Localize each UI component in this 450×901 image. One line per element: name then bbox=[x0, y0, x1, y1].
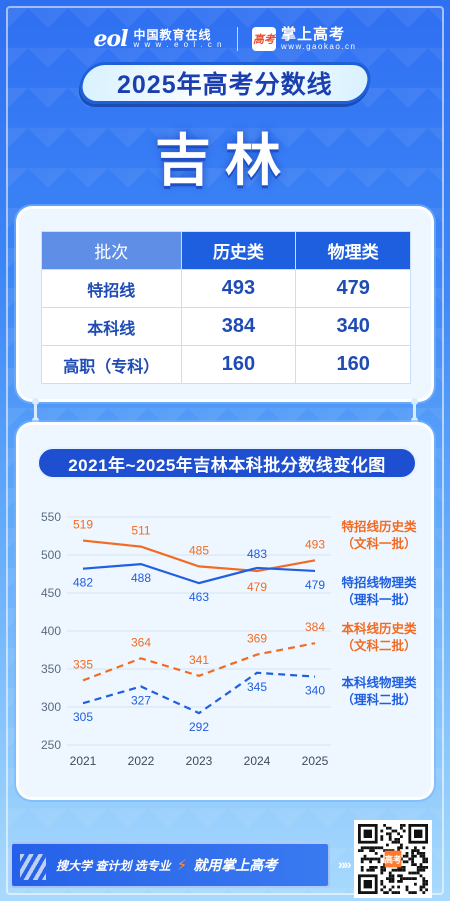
data-label: 493 bbox=[305, 537, 325, 551]
physics-score: 160 bbox=[295, 345, 411, 384]
series-subtitle: （文科二批） bbox=[341, 638, 416, 653]
series-subtitle: （文科一批） bbox=[341, 536, 416, 551]
data-label: 519 bbox=[73, 518, 93, 532]
gaokao-badge-icon: 高考 bbox=[251, 26, 276, 51]
history-score: 384 bbox=[180, 307, 297, 346]
table-row: 本科线 384 340 bbox=[41, 307, 411, 346]
logo-divider bbox=[236, 27, 238, 51]
data-label: 479 bbox=[305, 578, 325, 592]
series-line bbox=[82, 642, 316, 682]
series-subtitle: （理科一批） bbox=[341, 592, 416, 607]
eol-url: w w w . e o l . c n bbox=[133, 40, 223, 50]
y-tick-label: 450 bbox=[41, 586, 61, 600]
title-banner: 2025年高考分数线 bbox=[75, 62, 375, 104]
qr-code-icon: 高考 bbox=[358, 824, 428, 894]
data-label: 369 bbox=[247, 632, 267, 646]
data-label: 292 bbox=[189, 720, 209, 734]
data-label: 364 bbox=[131, 635, 151, 649]
line-chart: 250 300 350 400 450 500 550 2021 2022 2023 2024 202… bbox=[41, 510, 417, 768]
y-tick-label: 400 bbox=[41, 624, 61, 638]
card-connector bbox=[32, 398, 39, 424]
physics-score: 340 bbox=[295, 307, 411, 346]
series-name: 本科线历史类 bbox=[341, 621, 417, 636]
footer-bar[interactable]: 搜大学 查计划 选专业 ⚡ 就用掌上高考 bbox=[10, 842, 330, 888]
data-label: 488 bbox=[131, 571, 151, 585]
data-label: 384 bbox=[305, 620, 325, 634]
footer-cta: 就用掌上高考 bbox=[193, 857, 278, 873]
header-logos: eol 中国教育在线 w w w . e o l . c n 高考 掌上高考 w… bbox=[0, 26, 450, 52]
x-tick-label: 2025 bbox=[302, 754, 329, 768]
y-tick-label: 550 bbox=[41, 510, 61, 524]
series-line bbox=[82, 671, 316, 715]
data-label: 335 bbox=[73, 657, 93, 671]
x-tick-label: 2021 bbox=[70, 754, 97, 768]
x-tick-label: 2023 bbox=[186, 754, 213, 768]
chart-title: 2021年~2025年吉林本科批分数线变化图 bbox=[37, 447, 417, 479]
gaokao-name: 掌上高考 bbox=[280, 25, 345, 43]
series-subtitle: （理科二批） bbox=[341, 692, 416, 707]
score-table: 批次 历史类 物理类 特招线 493 479 本科线 384 340 高职（专科… bbox=[41, 231, 411, 384]
header-history: 历史类 bbox=[180, 231, 297, 270]
series-line bbox=[82, 539, 316, 573]
data-label: 341 bbox=[189, 653, 209, 667]
eol-name: 中国教育在线 bbox=[133, 27, 212, 42]
physics-score: 479 bbox=[295, 269, 411, 308]
row-label: 本科线 bbox=[41, 307, 182, 346]
table-header-row: 批次 历史类 物理类 bbox=[41, 231, 411, 270]
stripe-decoration bbox=[20, 854, 46, 880]
row-label: 特招线 bbox=[41, 269, 182, 308]
svg-text:高考: 高考 bbox=[385, 855, 402, 865]
data-label: 511 bbox=[131, 524, 150, 538]
page-title: 2025年高考分数线 bbox=[117, 71, 333, 99]
footer-slogan: 搜大学 查计划 选专业 bbox=[56, 858, 171, 873]
header-physics: 物理类 bbox=[295, 231, 411, 270]
data-label: 479 bbox=[247, 580, 267, 594]
eol-logo[interactable]: eol 中国教育在线 w w w . e o l . c n bbox=[94, 26, 223, 52]
series-line bbox=[82, 563, 316, 585]
header-batch: 批次 bbox=[41, 231, 182, 270]
gaokao-url: www.gaokao.cn bbox=[280, 41, 357, 51]
y-tick-label: 250 bbox=[41, 738, 61, 752]
data-label: 340 bbox=[305, 684, 325, 698]
x-tick-label: 2024 bbox=[244, 754, 271, 768]
series-name: 本科线物理类 bbox=[341, 675, 417, 690]
data-label: 463 bbox=[189, 590, 209, 604]
y-tick-label: 350 bbox=[41, 662, 61, 676]
y-tick-label: 300 bbox=[41, 700, 61, 714]
history-score: 160 bbox=[180, 345, 297, 384]
data-label: 327 bbox=[131, 693, 151, 707]
table-row: 特招线 493 479 bbox=[41, 269, 411, 308]
x-tick-label: 2022 bbox=[128, 754, 155, 768]
data-label: 345 bbox=[247, 680, 267, 694]
province-title: 吉林 bbox=[155, 129, 295, 192]
data-label: 485 bbox=[189, 543, 209, 557]
double-arrow-icon: »» bbox=[338, 856, 352, 872]
table-row: 高职（专科） 160 160 bbox=[41, 345, 411, 384]
y-tick-label: 500 bbox=[41, 548, 61, 562]
eol-mark: eol bbox=[93, 26, 129, 52]
series-name: 特招线物理类 bbox=[341, 575, 417, 590]
data-label: 482 bbox=[73, 576, 93, 590]
data-label: 305 bbox=[73, 710, 93, 724]
series-name: 特招线历史类 bbox=[341, 519, 417, 534]
row-label: 高职（专科） bbox=[41, 345, 182, 384]
gaokao-logo[interactable]: 高考 掌上高考 www.gaokao.cn bbox=[251, 25, 357, 51]
data-label: 483 bbox=[247, 547, 267, 561]
card-connector bbox=[411, 398, 418, 424]
chart-card: 2021年~2025年吉林本科批分数线变化图 250 300 350 400 450 50… bbox=[16, 422, 434, 800]
history-score: 493 bbox=[180, 269, 297, 308]
bolt-icon: ⚡ bbox=[176, 857, 188, 874]
qr-code[interactable]: 高考 bbox=[354, 820, 432, 898]
score-table-card: 批次 历史类 物理类 特招线 493 479 本科线 384 340 高职（专科… bbox=[16, 206, 434, 402]
